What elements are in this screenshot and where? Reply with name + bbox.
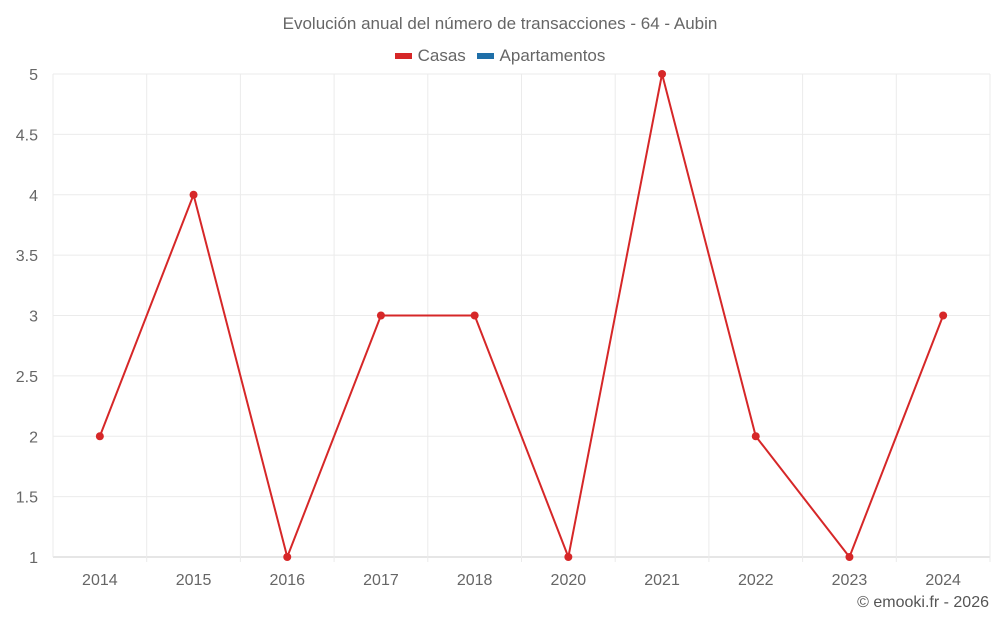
legend-label-casas: Casas (417, 46, 466, 65)
legend-swatch-casas (394, 53, 412, 59)
y-tick-label: 2 (29, 429, 38, 446)
y-tick-label: 1 (29, 550, 38, 567)
y-tick-label: 4 (29, 188, 38, 205)
y-tick-label: 1.5 (16, 490, 38, 507)
x-tick-label: 2014 (82, 572, 118, 589)
data-point (939, 311, 948, 320)
data-point (376, 311, 385, 320)
x-tick-label: 2016 (269, 572, 305, 589)
legend-swatch-apartamentos (476, 53, 494, 59)
x-tick-label: 2015 (176, 572, 212, 589)
data-point (751, 432, 760, 441)
data-point (470, 311, 479, 320)
y-tick-label: 3.5 (16, 248, 38, 265)
x-tick-label: 2024 (925, 572, 961, 589)
credit-text: © emooki.fr - 2026 (857, 594, 989, 611)
data-point (564, 553, 573, 561)
y-tick-label: 5 (29, 67, 38, 84)
x-tick-label: 2018 (457, 572, 493, 589)
legend-item-apartamentos[interactable]: Apartamentos (476, 46, 606, 66)
data-point (658, 70, 667, 78)
y-tick-label: 4.5 (16, 127, 38, 144)
y-tick-label: 2.5 (16, 369, 38, 386)
legend: Casas Apartamentos (0, 44, 1000, 66)
x-tick-label: 2023 (832, 572, 868, 589)
x-tick-label: 2020 (551, 572, 587, 589)
x-tick-label: 2017 (363, 572, 399, 589)
series-line-casas (98, 73, 945, 561)
y-tick-label: 3 (29, 309, 38, 326)
chart-title: Evolución anual del número de transaccio… (282, 14, 718, 33)
data-point (95, 432, 104, 441)
data-point (189, 190, 198, 199)
legend-item-casas[interactable]: Casas (394, 46, 466, 66)
data-point (845, 553, 854, 561)
data-point (283, 553, 292, 561)
legend-label-apartamentos: Apartamentos (499, 46, 606, 65)
x-tick-label: 2021 (644, 572, 680, 589)
x-tick-label: 2022 (738, 572, 774, 589)
